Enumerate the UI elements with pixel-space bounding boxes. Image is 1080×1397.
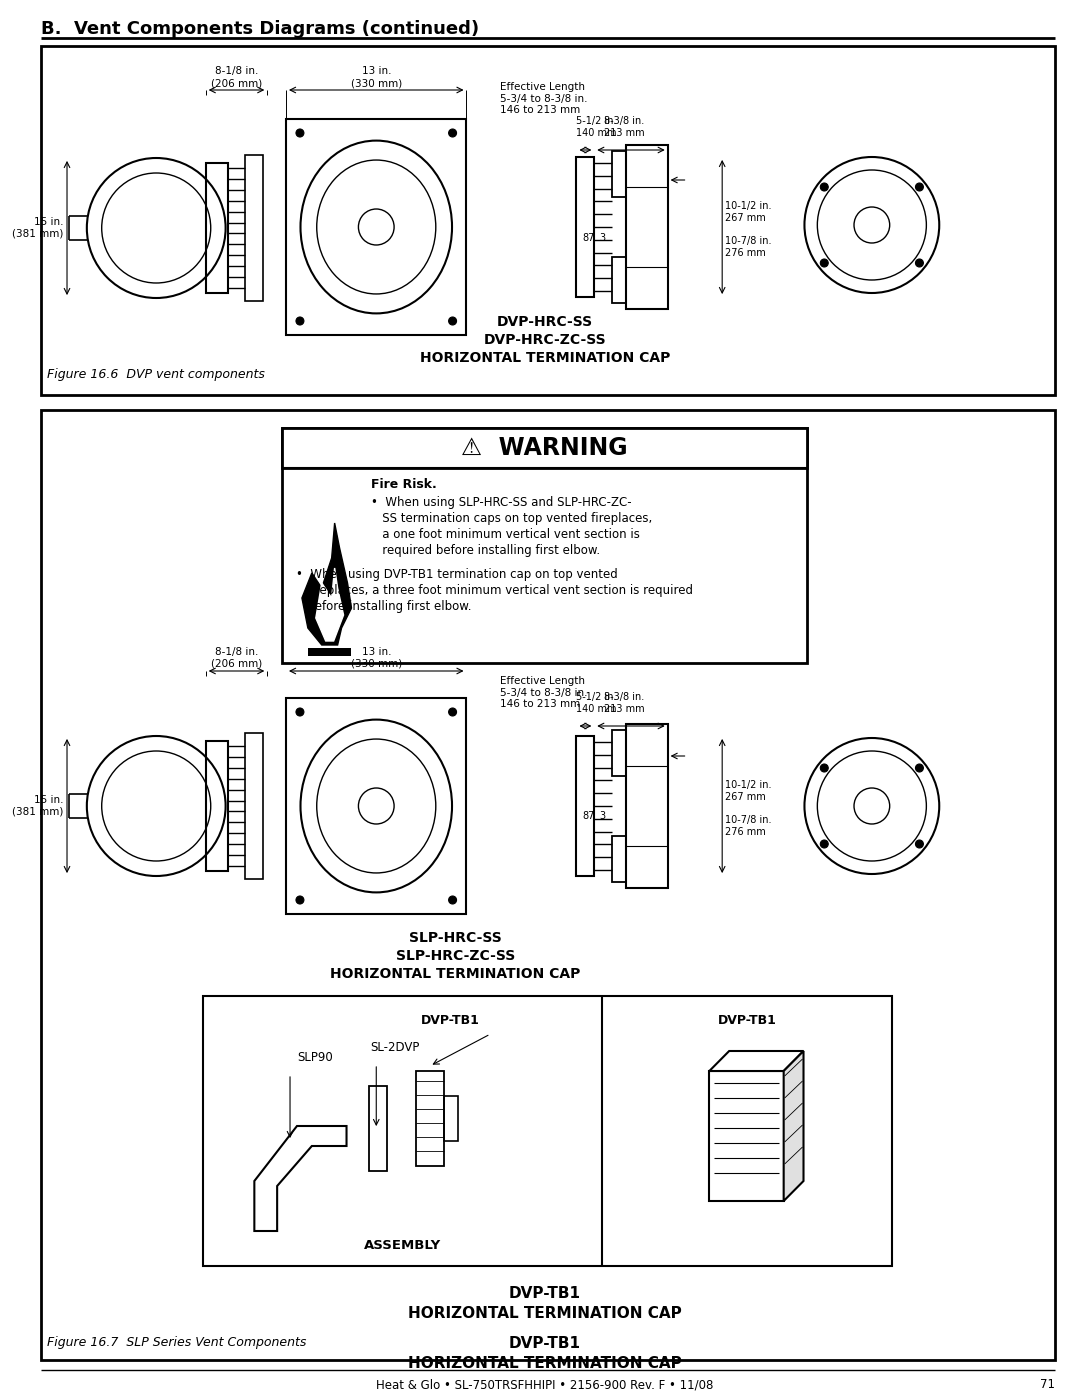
- Text: DVP-TB1: DVP-TB1: [509, 1336, 581, 1351]
- Bar: [282, 427, 808, 468]
- Text: HORIZONTAL TERMINATION CAP: HORIZONTAL TERMINATION CAP: [408, 1306, 681, 1322]
- Circle shape: [916, 840, 923, 848]
- Text: DVP-TB1: DVP-TB1: [421, 1014, 480, 1027]
- Text: 3: 3: [599, 233, 606, 243]
- Polygon shape: [315, 569, 343, 641]
- Bar: [612, 151, 626, 197]
- Text: 10-1/2 in.
267 mm: 10-1/2 in. 267 mm: [725, 780, 771, 802]
- Bar: [245, 733, 264, 879]
- Text: 15 in.
(381 mm): 15 in. (381 mm): [12, 217, 63, 239]
- Circle shape: [448, 895, 457, 904]
- Text: 10-7/8 in.
276 mm: 10-7/8 in. 276 mm: [725, 236, 771, 258]
- Text: before installing first elbow.: before installing first elbow.: [296, 599, 472, 613]
- Bar: [308, 648, 351, 657]
- Text: 5-1/2 in.
140 mm: 5-1/2 in. 140 mm: [577, 693, 617, 714]
- Circle shape: [821, 258, 828, 267]
- Circle shape: [296, 317, 303, 326]
- Text: 87: 87: [582, 233, 595, 243]
- Bar: [286, 119, 467, 335]
- Circle shape: [916, 258, 923, 267]
- Bar: [612, 731, 626, 775]
- Circle shape: [821, 840, 828, 848]
- Circle shape: [448, 129, 457, 137]
- Text: 8-3/8 in.
213 mm: 8-3/8 in. 213 mm: [604, 116, 645, 138]
- Text: 8-1/8 in.
(206 mm): 8-1/8 in. (206 mm): [211, 647, 262, 669]
- Bar: [41, 46, 1055, 395]
- Circle shape: [296, 708, 303, 717]
- Polygon shape: [302, 522, 351, 645]
- Text: HORIZONTAL TERMINATION CAP: HORIZONTAL TERMINATION CAP: [408, 1356, 681, 1370]
- Text: •  When using DVP-TB1 termination cap on top vented: • When using DVP-TB1 termination cap on …: [296, 569, 618, 581]
- Polygon shape: [784, 1051, 804, 1201]
- Text: HORIZONTAL TERMINATION CAP: HORIZONTAL TERMINATION CAP: [330, 967, 581, 981]
- Text: HORIZONTAL TERMINATION CAP: HORIZONTAL TERMINATION CAP: [419, 351, 670, 365]
- Text: •  When using SLP-HRC-SS and SLP-HRC-ZC-: • When using SLP-HRC-SS and SLP-HRC-ZC-: [372, 496, 632, 509]
- Text: Effective Length
5-3/4 to 8-3/8 in.
146 to 213 mm: Effective Length 5-3/4 to 8-3/8 in. 146 …: [500, 82, 588, 115]
- Circle shape: [448, 317, 457, 326]
- Text: SLP-HRC-SS: SLP-HRC-SS: [409, 930, 502, 944]
- Bar: [416, 1071, 444, 1166]
- Text: ⚠  WARNING: ⚠ WARNING: [461, 436, 629, 460]
- Text: 8-1/8 in.
(206 mm): 8-1/8 in. (206 mm): [211, 67, 262, 88]
- Text: Figure 16.6  DVP vent components: Figure 16.6 DVP vent components: [48, 367, 265, 381]
- Text: 71: 71: [1040, 1377, 1055, 1391]
- Bar: [612, 257, 626, 303]
- Bar: [369, 1085, 387, 1171]
- Bar: [710, 1071, 784, 1201]
- Circle shape: [448, 708, 457, 717]
- Text: SLP-HRC-ZC-SS: SLP-HRC-ZC-SS: [396, 949, 515, 963]
- Polygon shape: [710, 1051, 804, 1071]
- Text: DVP-HRC-SS: DVP-HRC-SS: [497, 314, 593, 330]
- Text: 13 in.
(330 mm): 13 in. (330 mm): [351, 647, 402, 669]
- Bar: [286, 698, 467, 914]
- Bar: [444, 1097, 458, 1141]
- Text: Fire Risk.: Fire Risk.: [372, 478, 437, 490]
- Bar: [626, 724, 667, 888]
- Bar: [203, 996, 892, 1266]
- Circle shape: [821, 764, 828, 773]
- Text: 10-7/8 in.
276 mm: 10-7/8 in. 276 mm: [725, 816, 771, 837]
- Text: 3: 3: [599, 812, 606, 821]
- Circle shape: [916, 764, 923, 773]
- Bar: [577, 736, 594, 876]
- Bar: [245, 155, 264, 300]
- Bar: [206, 740, 228, 870]
- Text: 8-3/8 in.
213 mm: 8-3/8 in. 213 mm: [604, 693, 645, 714]
- Bar: [577, 156, 594, 298]
- Bar: [41, 409, 1055, 1361]
- Text: fireplaces, a three foot minimum vertical vent section is required: fireplaces, a three foot minimum vertica…: [296, 584, 693, 597]
- Text: SL-2DVP: SL-2DVP: [369, 1041, 419, 1053]
- Circle shape: [296, 129, 303, 137]
- Text: 10-1/2 in.
267 mm: 10-1/2 in. 267 mm: [725, 201, 771, 222]
- Circle shape: [821, 183, 828, 191]
- Text: 15 in.
(381 mm): 15 in. (381 mm): [12, 795, 63, 817]
- Text: B.  Vent Components Diagrams (continued): B. Vent Components Diagrams (continued): [41, 20, 480, 38]
- Text: Heat & Glo • SL-750TRSFHHIPI • 2156-900 Rev. F • 11/08: Heat & Glo • SL-750TRSFHHIPI • 2156-900 …: [376, 1377, 714, 1391]
- Text: Figure 16.7  SLP Series Vent Components: Figure 16.7 SLP Series Vent Components: [48, 1336, 307, 1350]
- Bar: [612, 835, 626, 882]
- Text: DVP-TB1: DVP-TB1: [717, 1014, 777, 1027]
- Circle shape: [916, 183, 923, 191]
- Text: ASSEMBLY: ASSEMBLY: [364, 1239, 442, 1252]
- Text: SLP90: SLP90: [297, 1051, 333, 1065]
- Text: Effective Length
5-3/4 to 8-3/8 in.
146 to 213 mm: Effective Length 5-3/4 to 8-3/8 in. 146 …: [500, 676, 588, 710]
- Text: DVP-TB1: DVP-TB1: [509, 1287, 581, 1301]
- Bar: [206, 163, 228, 293]
- Text: 5-1/2 in.
140 mm: 5-1/2 in. 140 mm: [577, 116, 617, 138]
- Bar: [626, 145, 667, 309]
- Circle shape: [296, 895, 303, 904]
- Text: SS termination caps on top vented fireplaces,: SS termination caps on top vented firepl…: [372, 511, 652, 525]
- Text: 87: 87: [582, 812, 595, 821]
- Bar: [282, 427, 808, 664]
- Text: a one foot minimum vertical vent section is: a one foot minimum vertical vent section…: [372, 528, 640, 541]
- Text: DVP-HRC-ZC-SS: DVP-HRC-ZC-SS: [484, 332, 606, 346]
- Text: required before installing first elbow.: required before installing first elbow.: [372, 543, 600, 557]
- Text: 13 in.
(330 mm): 13 in. (330 mm): [351, 67, 402, 88]
